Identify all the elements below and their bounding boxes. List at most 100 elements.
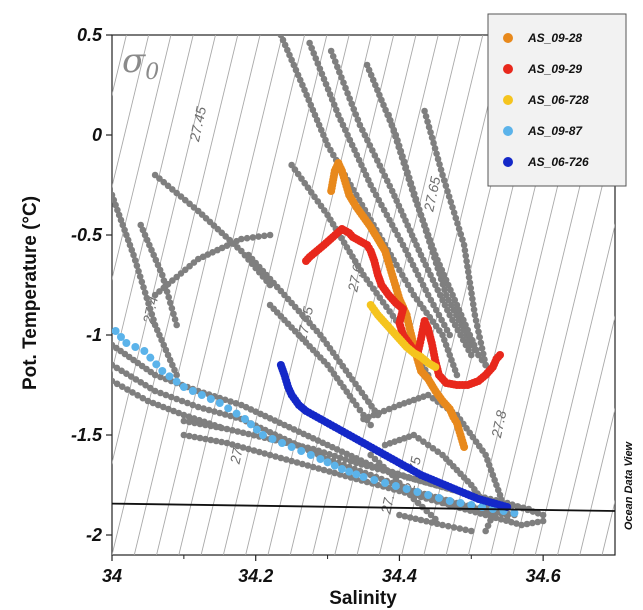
background-point xyxy=(402,165,409,172)
background-point xyxy=(143,294,151,302)
background-point xyxy=(322,80,330,88)
background-point xyxy=(309,106,317,114)
series-point-as-09-87 xyxy=(188,387,197,395)
background-point xyxy=(403,170,411,177)
density-symbol: σ0 xyxy=(122,41,159,85)
background-point xyxy=(494,486,502,494)
background-point xyxy=(441,336,448,344)
background-point xyxy=(472,317,480,324)
background-point xyxy=(145,300,152,307)
background-point xyxy=(142,381,149,389)
series-point-as-09-87 xyxy=(402,485,411,493)
background-point xyxy=(492,514,500,522)
y-tick-label: -2 xyxy=(86,525,102,545)
background-point xyxy=(326,468,333,475)
background-point xyxy=(407,286,415,294)
background-point xyxy=(366,280,374,288)
background-point xyxy=(307,188,315,196)
legend-swatch xyxy=(503,33,513,43)
background-point xyxy=(440,177,448,184)
background-point xyxy=(523,520,531,528)
background-point xyxy=(453,301,461,309)
isopycnal-line xyxy=(245,35,372,555)
background-point xyxy=(423,507,431,515)
series-point-as-09-87 xyxy=(330,461,339,470)
series-point-as-09-87 xyxy=(306,451,315,459)
background-point xyxy=(424,231,432,239)
background-point xyxy=(404,222,412,229)
background-point xyxy=(454,326,462,334)
background-point xyxy=(395,143,403,151)
background-point xyxy=(427,271,434,279)
background-point xyxy=(392,133,399,140)
isopycnal-line xyxy=(579,407,615,555)
background-point xyxy=(477,510,484,517)
background-point xyxy=(374,86,381,94)
background-point xyxy=(402,217,409,224)
background-point xyxy=(430,246,437,254)
y-tick-label: 0.5 xyxy=(77,25,103,45)
background-point xyxy=(324,85,332,93)
series-point-as-06-728 xyxy=(431,363,440,371)
series-point-as-09-87 xyxy=(278,439,287,447)
background-point xyxy=(386,308,393,315)
background-point xyxy=(412,476,419,483)
background-point xyxy=(482,527,489,535)
background-point xyxy=(327,146,334,154)
background-point xyxy=(337,116,344,124)
background-point xyxy=(464,268,472,276)
background-point xyxy=(301,86,308,94)
background-point xyxy=(388,221,396,229)
background-point xyxy=(151,387,159,395)
background-point xyxy=(424,441,432,449)
background-point xyxy=(419,281,427,289)
background-point xyxy=(115,211,123,219)
background-point xyxy=(245,430,252,438)
background-point xyxy=(391,192,398,200)
background-point xyxy=(441,286,448,293)
background-point xyxy=(513,520,520,527)
series-point-as-09-28 xyxy=(460,443,469,451)
background-point xyxy=(310,49,318,57)
background-point xyxy=(420,438,427,445)
background-point xyxy=(140,284,147,291)
background-point xyxy=(429,395,437,402)
legend-label: AS_09-28 xyxy=(527,31,582,45)
background-point xyxy=(178,397,186,405)
background-point xyxy=(335,111,342,119)
background-point xyxy=(309,445,317,453)
background-point xyxy=(409,261,417,269)
series-point-as-09-87 xyxy=(206,395,215,403)
series-point-as-09-87 xyxy=(359,473,368,481)
background-point xyxy=(180,431,188,439)
background-point xyxy=(397,149,404,156)
background-point xyxy=(367,421,374,429)
background-point xyxy=(185,432,193,440)
isopycnal-line xyxy=(156,35,283,555)
series-point-as-09-87 xyxy=(345,467,354,476)
background-point xyxy=(449,316,456,324)
background-point xyxy=(369,147,376,154)
isopycnal-line xyxy=(112,35,172,281)
background-point xyxy=(291,166,299,173)
background-point xyxy=(141,231,149,239)
background-point xyxy=(367,451,374,459)
background-point xyxy=(402,246,409,254)
background-point xyxy=(255,233,262,240)
background-point xyxy=(331,58,339,65)
background-point xyxy=(191,433,198,441)
background-point xyxy=(223,425,231,433)
background-point xyxy=(455,306,463,314)
series-point-as-09-87 xyxy=(391,482,400,490)
background-point xyxy=(470,306,478,313)
background-point xyxy=(489,471,497,479)
background-point xyxy=(121,226,128,234)
background-point xyxy=(444,187,451,195)
background-point xyxy=(304,184,312,192)
background-point xyxy=(415,435,422,442)
background-point xyxy=(304,462,312,469)
background-point xyxy=(232,399,240,407)
series-point-as-09-87 xyxy=(352,470,361,479)
background-point xyxy=(286,51,293,59)
series-point-as-09-87 xyxy=(445,497,454,505)
